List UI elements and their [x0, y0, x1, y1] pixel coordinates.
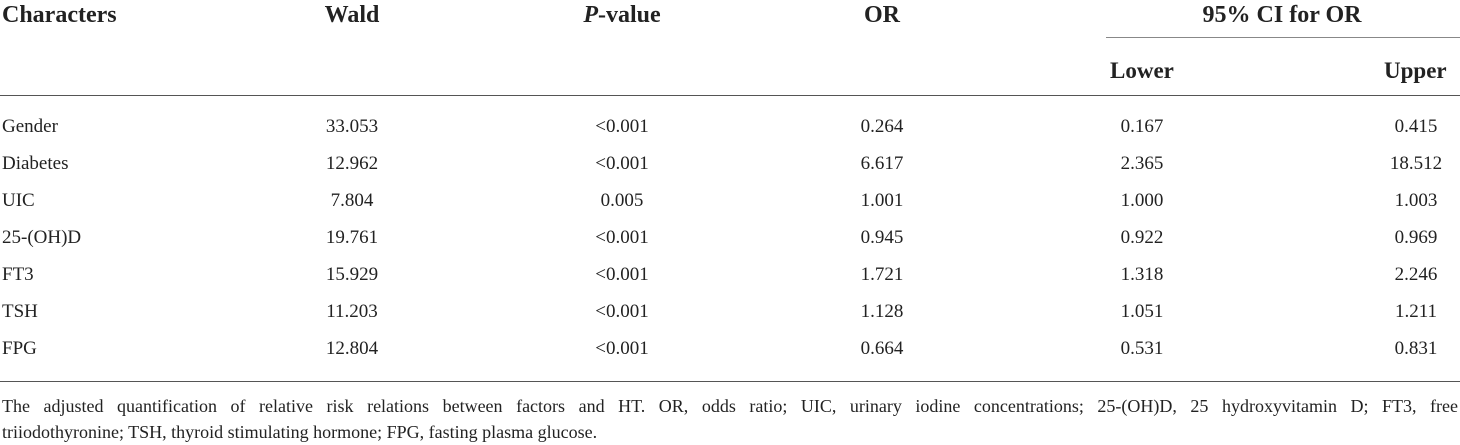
cell-upper: 18.512	[1389, 153, 1443, 174]
cell-or: 1.721	[860, 264, 904, 285]
cell-p-value: <0.001	[595, 153, 649, 174]
header-upper: Upper	[1384, 58, 1447, 83]
cell-character: 25-(OH)D	[2, 227, 82, 248]
cell-upper: 1.211	[1394, 301, 1438, 322]
table-row: FPG 12.804 <0.001 0.664 0.531 0.831	[0, 330, 1460, 367]
footnote-line-1: The adjusted quantification of relative …	[2, 396, 1458, 416]
cell-or: 0.264	[860, 116, 904, 137]
table-row: Gender 33.053 <0.001 0.264 0.167 0.415	[0, 108, 1460, 145]
header-wald: Wald	[324, 2, 380, 28]
cell-p-value: <0.001	[595, 338, 649, 359]
cell-p-value: <0.001	[595, 116, 649, 137]
cell-upper: 1.003	[1394, 190, 1438, 211]
cell-upper: 0.969	[1394, 227, 1438, 248]
cell-character: Diabetes	[2, 153, 69, 174]
cell-wald: 15.929	[325, 264, 379, 285]
footnote-line-2: triiodothyronine; TSH, thyroid stimulati…	[2, 422, 598, 442]
cell-wald: 11.203	[326, 301, 378, 322]
cell-wald: 12.804	[325, 338, 379, 359]
table-row: TSH 11.203 <0.001 1.128 1.051 1.211	[0, 293, 1460, 330]
cell-p-value: <0.001	[595, 301, 649, 322]
cell-character: Gender	[2, 116, 58, 137]
table-footnote: The adjusted quantification of relative …	[2, 393, 1458, 445]
cell-p-value: 0.005	[600, 190, 644, 211]
ci-subrule	[1106, 37, 1460, 38]
cell-lower: 0.922	[1120, 227, 1164, 248]
bottom-rule	[0, 381, 1460, 382]
cell-wald: 33.053	[325, 116, 379, 137]
cell-character: FT3	[2, 264, 34, 285]
header-characters: Characters	[2, 2, 117, 28]
table-row: Diabetes 12.962 <0.001 6.617 2.365 18.51…	[0, 145, 1460, 182]
cell-lower: 2.365	[1120, 153, 1164, 174]
cell-upper: 0.831	[1394, 338, 1438, 359]
table-row: 25-(OH)D 19.761 <0.001 0.945 0.922 0.969	[0, 219, 1460, 256]
header-p-italic: P	[583, 2, 598, 28]
cell-or: 0.664	[860, 338, 904, 359]
header-rule	[0, 95, 1460, 96]
cell-lower: 1.051	[1120, 301, 1164, 322]
table-row: UIC 7.804 0.005 1.001 1.000 1.003	[0, 182, 1460, 219]
header-or: OR	[864, 2, 900, 28]
cell-or: 0.945	[860, 227, 904, 248]
cell-wald: 19.761	[325, 227, 379, 248]
cell-character: UIC	[2, 190, 35, 211]
header-p-value: P-value	[583, 0, 660, 30]
cell-wald: 12.962	[325, 153, 379, 174]
cell-p-value: <0.001	[595, 227, 649, 248]
header-ci: 95% CI for OR	[1202, 2, 1362, 28]
table-row: FT3 15.929 <0.001 1.721 1.318 2.246	[0, 256, 1460, 293]
cell-p-value: <0.001	[595, 264, 649, 285]
cell-wald: 7.804	[330, 190, 374, 211]
cell-or: 1.128	[860, 301, 904, 322]
cell-lower: 0.531	[1120, 338, 1164, 359]
cell-character: FPG	[2, 338, 37, 359]
cell-upper: 2.246	[1394, 264, 1438, 285]
header-p-rest: -value	[598, 2, 661, 28]
cell-character: TSH	[2, 301, 38, 322]
cell-or: 6.617	[860, 153, 904, 174]
cell-lower: 0.167	[1120, 116, 1164, 137]
cell-lower: 1.000	[1120, 190, 1164, 211]
cell-upper: 0.415	[1394, 116, 1438, 137]
cell-or: 1.001	[860, 190, 904, 211]
header-lower: Lower	[1110, 58, 1174, 83]
cell-lower: 1.318	[1120, 264, 1164, 285]
